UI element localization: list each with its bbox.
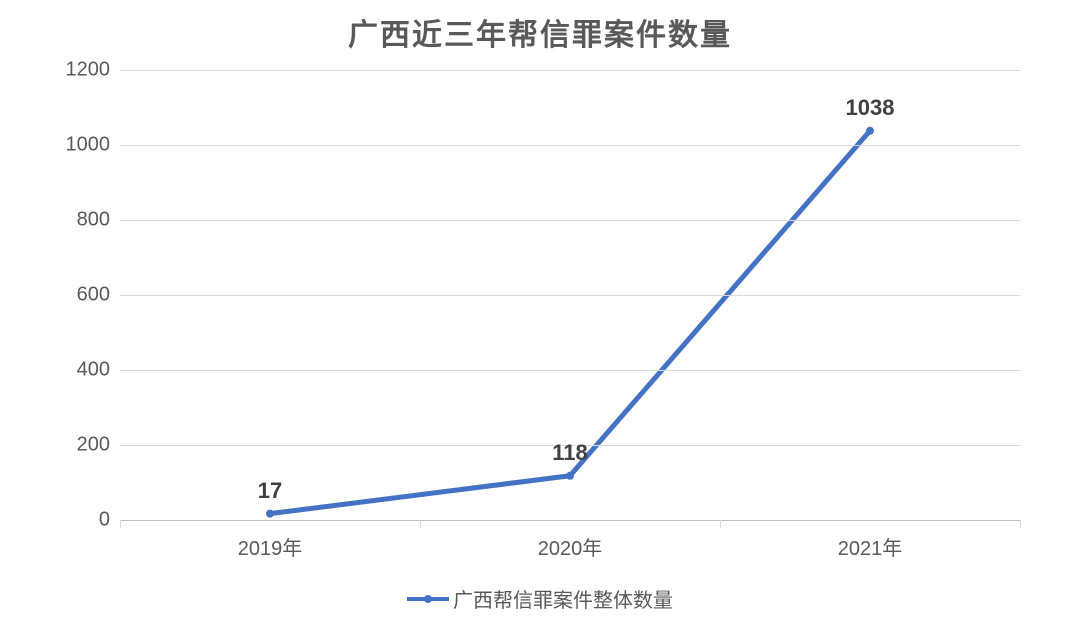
x-tick-mark bbox=[720, 520, 721, 528]
gridline bbox=[120, 145, 1020, 146]
data-label: 118 bbox=[552, 440, 588, 466]
legend: 广西帮信罪案件整体数量 bbox=[0, 584, 1080, 613]
gridline bbox=[120, 70, 1020, 71]
x-tick-mark bbox=[420, 520, 421, 528]
series-marker bbox=[266, 510, 274, 518]
y-tick-label: 200 bbox=[77, 434, 110, 457]
data-label: 17 bbox=[258, 478, 282, 504]
chart-title: 广西近三年帮信罪案件数量 bbox=[0, 10, 1080, 54]
y-tick-label: 1000 bbox=[66, 134, 111, 157]
y-tick-label: 800 bbox=[77, 209, 110, 232]
x-tick-label: 2020年 bbox=[538, 532, 603, 561]
y-tick-label: 400 bbox=[77, 359, 110, 382]
chart-container: 广西近三年帮信罪案件数量 0200400600800100012002019年2… bbox=[0, 0, 1080, 627]
data-label: 1038 bbox=[846, 95, 895, 121]
x-tick-label: 2021年 bbox=[838, 532, 903, 561]
plot-area: 0200400600800100012002019年2020年2021年1711… bbox=[120, 70, 1020, 520]
x-tick-mark bbox=[1020, 520, 1021, 528]
legend-swatch bbox=[407, 597, 449, 601]
y-tick-label: 1200 bbox=[66, 59, 111, 82]
gridline bbox=[120, 370, 1020, 371]
y-tick-label: 0 bbox=[99, 509, 110, 532]
gridline bbox=[120, 220, 1020, 221]
x-tick-mark bbox=[120, 520, 121, 528]
gridline bbox=[120, 520, 1020, 521]
series-marker bbox=[866, 127, 874, 135]
legend-label: 广西帮信罪案件整体数量 bbox=[453, 584, 673, 613]
gridline bbox=[120, 295, 1020, 296]
series-marker bbox=[566, 472, 574, 480]
y-tick-label: 600 bbox=[77, 284, 110, 307]
x-tick-label: 2019年 bbox=[238, 532, 303, 561]
